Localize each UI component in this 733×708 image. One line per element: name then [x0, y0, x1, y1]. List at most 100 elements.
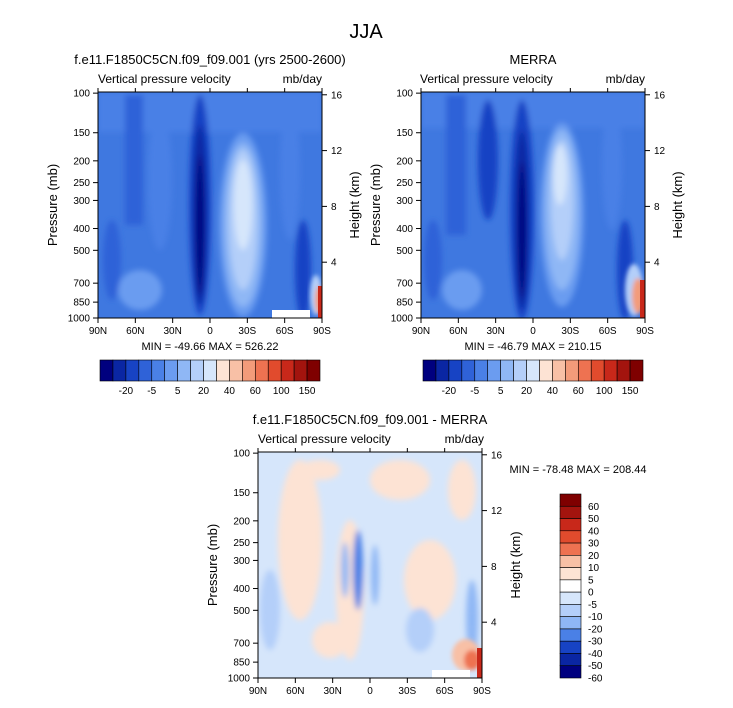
colorbar-swatch: [151, 359, 166, 382]
x-tick-label: 30N: [163, 326, 181, 337]
colorbar-swatch: [203, 359, 217, 382]
y2-tick-label: 8: [654, 202, 660, 213]
colorbar-label: -50: [588, 661, 603, 672]
colorbar-swatch: [500, 359, 514, 382]
x-tick-label: 90S: [473, 686, 491, 697]
colorbar-label: 20: [198, 386, 210, 397]
colorbar-label: -60: [588, 674, 603, 685]
colorbar-label: 5: [498, 386, 504, 397]
panel-model-title: f.e11.F1850C5CN.f09_f09.001 (yrs 2500-26…: [74, 52, 345, 67]
y-tick-label: 150: [233, 488, 250, 499]
colorbar-swatch: [590, 359, 605, 382]
x-tick-label: 90S: [313, 326, 331, 337]
colorbar-label: 40: [547, 386, 559, 397]
panel-merra-ylabel: Pressure (mb): [368, 164, 383, 246]
y-tick-label: 500: [396, 246, 413, 257]
colorbar-swatch: [448, 359, 463, 382]
y-tick-label: 250: [396, 178, 413, 189]
colorbar-swatch: [242, 359, 256, 382]
y-tick-label: 1000: [391, 314, 414, 325]
x-tick-label: 0: [207, 326, 213, 337]
panel-merra-title: MERRA: [510, 52, 557, 67]
y2-tick-label: 4: [331, 258, 337, 269]
panel-merra: MERRA Vertical pressure velocity mb/day: [368, 52, 685, 353]
panel-merra-ylabel-right: Height (km): [670, 171, 685, 238]
colorbar-swatch: [559, 567, 582, 581]
colorbar-label: 50: [588, 514, 600, 525]
colorbar-swatch: [526, 359, 540, 382]
y2-tick-label: 8: [491, 562, 497, 573]
colorbar-label: 40: [224, 386, 236, 397]
x-tick-label: 90N: [412, 326, 430, 337]
panel-diff-ylabel: Pressure (mb): [205, 524, 220, 606]
colorbar-swatch: [559, 665, 582, 679]
colorbar-swatch: [565, 359, 579, 382]
colorbar-swatch: [190, 359, 204, 382]
colorbar-swatch: [422, 359, 437, 382]
y2-tick-label: 4: [491, 618, 497, 629]
y-tick-label: 700: [396, 279, 413, 290]
panel-model-left-label: Vertical pressure velocity: [98, 72, 231, 86]
colorbar-swatch: [254, 359, 269, 382]
colorbar-swatch: [559, 518, 582, 532]
x-tick-label: 60N: [126, 326, 144, 337]
x-tick-label: 90N: [89, 326, 107, 337]
colorbar-label: -5: [470, 386, 479, 397]
colorbar-swatch: [559, 542, 582, 556]
y2-tick-label: 8: [331, 202, 337, 213]
colorbar-swatch: [138, 359, 153, 382]
colorbar-label: -30: [588, 637, 603, 648]
colorbar-label: 100: [596, 386, 613, 397]
y-tick-label: 500: [73, 246, 90, 257]
y2-tick-label: 4: [654, 258, 660, 269]
panel-1-axes: 90N 60N 30N 0 30S 60S 90S 100 150 200 250 300 400 500…: [391, 88, 666, 337]
panel-model-ylabel-right: Height (km): [347, 171, 362, 238]
y-tick-label: 400: [73, 224, 90, 235]
y-tick-label: 1000: [68, 314, 91, 325]
x-tick-label: 60S: [276, 326, 294, 337]
y-tick-label: 100: [233, 449, 250, 460]
panel-model-ylabel: Pressure (mb): [45, 164, 60, 246]
panel-diff-left-label: Vertical pressure velocity: [258, 432, 391, 446]
colorbar-swatch: [487, 359, 501, 382]
colorbar-1: -20 -5 5 20 40 60 100 150: [422, 359, 644, 397]
x-tick-label: 90N: [249, 686, 267, 697]
x-tick-label: 60N: [286, 686, 304, 697]
axes-layer: 90N 60N 30N 0 30S 60S 90S100150200250300400500…: [68, 88, 666, 697]
y-tick-label: 150: [73, 128, 90, 139]
colorbar-swatch: [461, 359, 476, 382]
panel-merra-stats: MIN = -46.79 MAX = 210.15: [465, 341, 602, 353]
y-tick-label: 100: [396, 89, 413, 100]
colorbar-swatch: [577, 359, 592, 382]
colorbar-swatch: [559, 653, 582, 667]
y-tick-label: 400: [396, 224, 413, 235]
colorbar-swatch: [559, 579, 582, 593]
colorbar-label: 40: [588, 526, 600, 537]
y-tick-label: 850: [233, 658, 250, 669]
x-tick-label: 60S: [436, 686, 454, 697]
colorbar-label: 20: [521, 386, 533, 397]
colorbar-swatch: [603, 359, 618, 382]
y-tick-label: 850: [73, 298, 90, 309]
colorbar-swatch: [539, 359, 553, 382]
colorbars-layer: -20 -5 5 20 40 60 100 150 -20 -5 5 20 40 60 100 1506050…: [99, 359, 644, 685]
y-tick-label: 300: [396, 196, 413, 207]
colorbar-0: -20 -5 5 20 40 60 100 150: [99, 359, 321, 397]
colorbar-label: 0: [588, 588, 594, 599]
x-tick-label: 60N: [449, 326, 467, 337]
colorbar-swatch: [559, 505, 582, 519]
colorbar-swatch: [559, 628, 582, 642]
panel-diff-ylabel-right: Height (km): [508, 531, 523, 598]
colorbar-swatch: [229, 359, 243, 382]
colorbar-swatch: [559, 604, 582, 617]
y2-tick-label: 12: [654, 146, 666, 157]
x-tick-label: 0: [367, 686, 373, 697]
colorbar-swatch: [559, 555, 582, 568]
y-tick-label: 850: [396, 298, 413, 309]
colorbar-label: 150: [622, 386, 639, 397]
panel-merra-right-label: mb/day: [606, 72, 645, 86]
x-tick-label: 60S: [599, 326, 617, 337]
y-tick-label: 1000: [228, 674, 251, 685]
colorbar-swatch: [99, 359, 114, 382]
colorbar-label: -20: [442, 386, 457, 397]
